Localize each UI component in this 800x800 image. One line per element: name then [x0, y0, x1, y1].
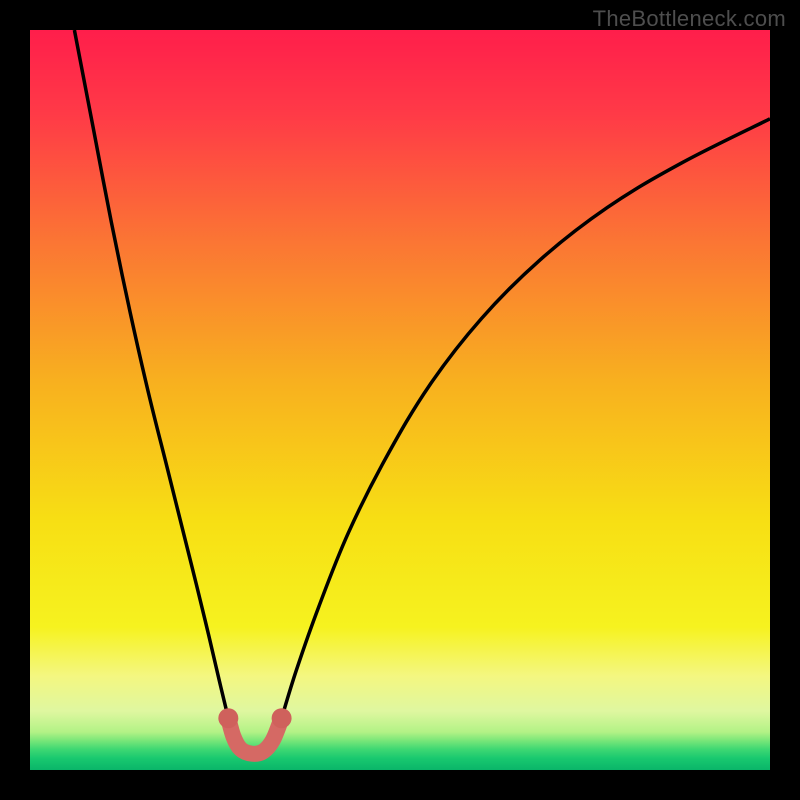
left-curve	[74, 30, 228, 718]
watermark-text: TheBottleneck.com	[593, 6, 786, 32]
trough-endpoint-right	[272, 708, 292, 728]
curves-svg	[30, 30, 770, 770]
plot-area	[30, 30, 770, 770]
trough-endpoint-left	[218, 708, 238, 728]
chart-frame: TheBottleneck.com	[0, 0, 800, 800]
right-curve	[282, 119, 770, 718]
